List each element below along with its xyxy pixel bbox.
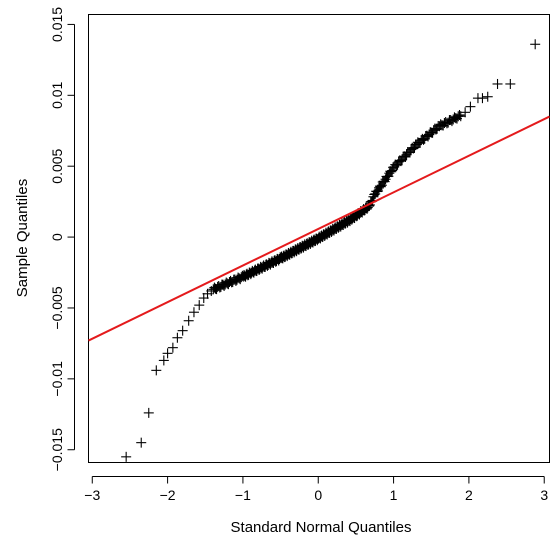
data-point xyxy=(505,78,516,89)
x-tick-label: 1 xyxy=(390,487,398,503)
plot-frame xyxy=(88,14,550,463)
data-point xyxy=(167,342,178,353)
data-point xyxy=(177,325,188,336)
y-tick-label: 0.015 xyxy=(49,7,65,42)
data-point xyxy=(492,78,503,89)
data-point xyxy=(375,181,386,192)
x-tick-label: 3 xyxy=(540,487,548,503)
data-point xyxy=(530,39,541,50)
x-tick-label: 0 xyxy=(314,487,322,503)
y-tick-label: −0.015 xyxy=(49,428,65,471)
data-point xyxy=(188,307,199,318)
data-point xyxy=(158,355,169,366)
x-tick-label: 2 xyxy=(465,487,473,503)
y-tick-label: −0.01 xyxy=(49,361,65,397)
x-tick-label: −1 xyxy=(235,487,251,503)
data-point xyxy=(162,348,173,359)
data-point xyxy=(482,91,493,102)
data-point xyxy=(183,315,194,326)
y-tick-label: 0.005 xyxy=(49,148,65,183)
data-point xyxy=(172,332,183,343)
data-point xyxy=(121,451,132,462)
data-point xyxy=(194,300,205,311)
data-point xyxy=(465,101,476,112)
y-tick-label: −0.005 xyxy=(49,286,65,329)
data-point xyxy=(472,93,483,104)
y-axis-title: Sample Quantiles xyxy=(14,179,31,297)
x-tick-label: −2 xyxy=(160,487,176,503)
x-tick-label: −3 xyxy=(84,487,100,503)
data-point xyxy=(379,176,390,187)
x-axis: −3 −2 −1 0 1 2 3 xyxy=(84,476,548,503)
points-layer xyxy=(121,39,541,462)
data-point xyxy=(460,107,471,118)
data-point xyxy=(455,111,466,122)
y-tick-label: 0 xyxy=(49,233,65,241)
data-point xyxy=(151,365,162,376)
y-axis: −0.015 −0.01 −0.005 0 0.005 0.01 0.015 xyxy=(49,7,75,471)
reference-line xyxy=(88,115,550,342)
data-point xyxy=(143,407,154,418)
data-point xyxy=(136,437,147,448)
data-point xyxy=(454,109,465,120)
y-tick-label: 0.01 xyxy=(49,81,65,108)
reference-line-layer xyxy=(88,115,550,342)
x-axis-title: Standard Normal Quantiles xyxy=(231,519,412,536)
